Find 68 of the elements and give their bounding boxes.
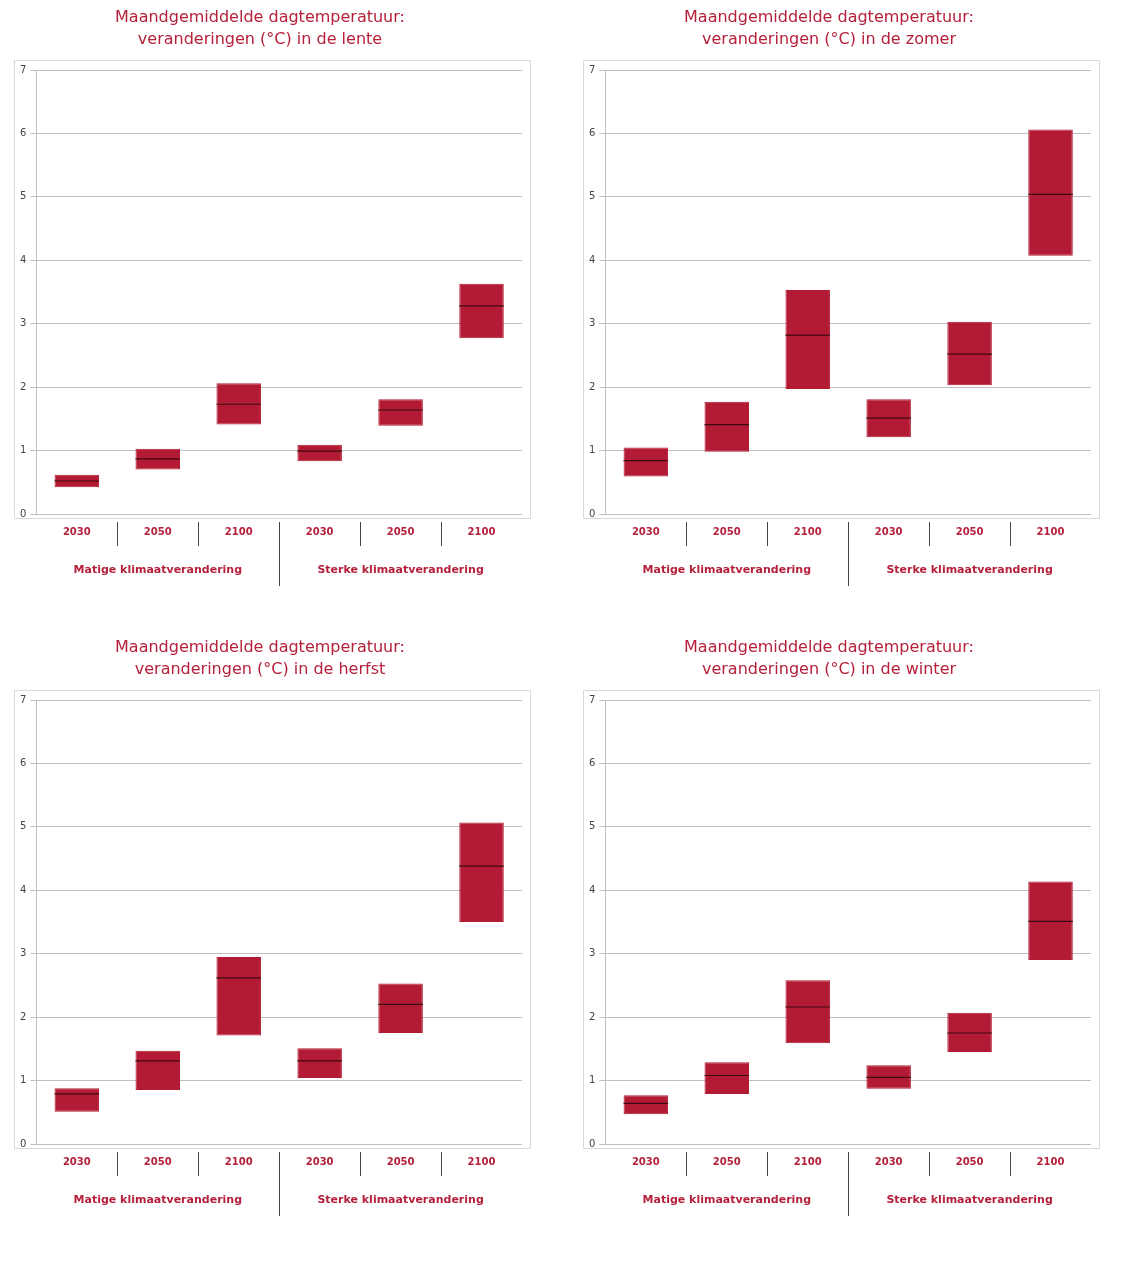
x-tick-label: 2050 (143, 525, 172, 537)
text: Matige klimaatverandering (73, 1192, 243, 1206)
x-tick-label: 2050 (955, 1155, 984, 1167)
y-tick-label: 7 (588, 693, 596, 705)
x-tick-label: 2100 (793, 525, 822, 537)
y-tick-label: 3 (588, 947, 596, 959)
chart-title: Maandgemiddelde dagtemperatuur: veranderingen (°C) in de zomer (683, 6, 975, 50)
x-tick-label: 2030 (874, 1155, 903, 1167)
y-tick-label: 5 (19, 190, 27, 202)
y-tick-label: 6 (588, 757, 596, 769)
x-tick-label: 2050 (386, 525, 415, 537)
x-tick-label: 2050 (712, 1155, 741, 1167)
x-tick-label: 2100 (1036, 525, 1065, 537)
y-tick-label: 0 (588, 1137, 596, 1149)
x-tick-label: 2050 (386, 1155, 415, 1167)
text: Sterke klimaatverandering (317, 562, 484, 576)
y-tick-label: 2 (19, 1010, 27, 1022)
x-tick-label: 2100 (224, 1155, 253, 1167)
y-tick-label: 2 (588, 1010, 596, 1022)
x-tick-label: 2100 (793, 1155, 822, 1167)
text: Sterke klimaatverandering (317, 1192, 484, 1206)
x-tick-label: 2030 (62, 1155, 91, 1167)
y-tick-label: 0 (588, 507, 596, 519)
y-tick-label: 3 (19, 317, 27, 329)
y-tick-label: 6 (588, 127, 596, 139)
y-tick-label: 4 (19, 883, 27, 895)
text: Matige klimaatverandering (642, 1192, 812, 1206)
text: Sterke klimaatverandering (886, 1192, 1053, 1206)
y-tick-label: 2 (19, 380, 27, 392)
y-tick-label: 4 (19, 253, 27, 265)
y-tick-label: 5 (588, 190, 596, 202)
x-tick-label: 2030 (631, 525, 660, 537)
chart-title: Maandgemiddelde dagtemperatuur: veranderingen (°C) in de winter (683, 636, 975, 680)
y-tick-label: 7 (19, 693, 27, 705)
x-tick-label: 2030 (62, 525, 91, 537)
y-tick-label: 7 (588, 63, 596, 75)
x-tick-label: 2030 (305, 1155, 334, 1167)
y-tick-label: 1 (588, 444, 596, 456)
text: Sterke klimaatverandering (886, 562, 1053, 576)
x-tick-label: 2100 (1036, 1155, 1065, 1167)
y-tick-label: 5 (588, 820, 596, 832)
x-tick-label: 2030 (305, 525, 334, 537)
x-tick-label: 2050 (955, 525, 984, 537)
y-tick-label: 4 (588, 883, 596, 895)
y-tick-label: 6 (19, 757, 27, 769)
y-tick-label: 0 (19, 507, 27, 519)
y-tick-label: 4 (588, 253, 596, 265)
y-tick-label: 7 (19, 63, 27, 75)
chart-title: Maandgemiddelde dagtemperatuur: veranderingen (°C) in de herfst (114, 636, 406, 680)
x-tick-label: 2050 (143, 1155, 172, 1167)
y-tick-label: 5 (19, 820, 27, 832)
x-tick-label: 2030 (874, 525, 903, 537)
x-tick-label: 2050 (712, 525, 741, 537)
x-tick-label: 2100 (224, 525, 253, 537)
text: Matige klimaatverandering (642, 562, 812, 576)
text: Matige klimaatverandering (73, 562, 243, 576)
y-tick-label: 1 (19, 444, 27, 456)
y-tick-label: 0 (19, 1137, 27, 1149)
y-tick-label: 6 (19, 127, 27, 139)
y-tick-label: 3 (588, 317, 596, 329)
y-tick-label: 2 (588, 380, 596, 392)
y-tick-label: 1 (19, 1074, 27, 1086)
y-tick-label: 3 (19, 947, 27, 959)
y-tick-label: 1 (588, 1074, 596, 1086)
x-tick-label: 2030 (631, 1155, 660, 1167)
x-tick-label: 2100 (467, 1155, 496, 1167)
chart-title: Maandgemiddelde dagtemperatuur: veranderingen (°C) in de lente (114, 6, 406, 50)
x-tick-label: 2100 (467, 525, 496, 537)
